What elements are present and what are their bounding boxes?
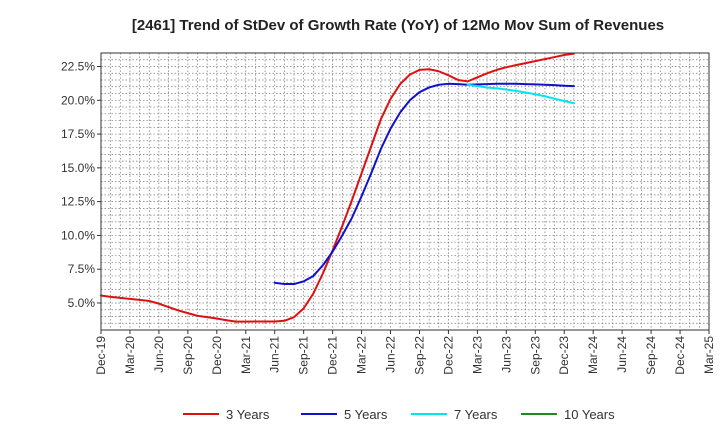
x-tick-label: Sep-22 <box>412 336 426 375</box>
y-tick-label: 12.5% <box>61 195 95 209</box>
legend-label: 5 Years <box>344 407 388 422</box>
series-line-3-years <box>100 52 575 323</box>
plot-frame <box>100 52 710 331</box>
x-tick-label: Sep-21 <box>297 336 311 375</box>
x-tick-label: Dec-23 <box>557 336 571 375</box>
legend-label: 7 Years <box>454 407 498 422</box>
legend-label: 10 Years <box>564 407 615 422</box>
x-tick-label: Jun-20 <box>152 336 166 373</box>
x-tick-label: Mar-20 <box>123 336 137 374</box>
y-tick-label: 15.0% <box>61 161 95 175</box>
series-lines <box>100 52 575 323</box>
x-tick-label: Sep-23 <box>528 336 542 375</box>
legend-label: 3 Years <box>226 407 270 422</box>
x-tick-label: Dec-19 <box>94 336 108 375</box>
x-tick-label: Sep-20 <box>181 336 195 375</box>
x-tick-label: Mar-23 <box>470 336 484 374</box>
x-tick-label: Mar-25 <box>702 336 716 374</box>
y-tick-label: 17.5% <box>61 127 95 141</box>
x-tick-label: Jun-22 <box>384 336 398 373</box>
y-axis: 5.0% 7.5% 10.0% 12.5% 15.0% 17.5% 20.0% 22.5% <box>61 60 101 310</box>
series-line-7-years <box>466 83 575 105</box>
plot-area <box>101 53 709 330</box>
x-tick-label: Dec-22 <box>441 336 455 375</box>
x-tick-label: Jun-23 <box>499 336 513 373</box>
x-tick-label: Dec-24 <box>673 336 687 375</box>
x-axis: Dec-19 Mar-20 Jun-20 Sep-20 Dec-20 Mar-21 Jun-… <box>94 330 716 375</box>
y-tick-label: 22.5% <box>61 60 95 74</box>
x-tick-label: Jun-21 <box>268 336 282 373</box>
x-tick-label: Jun-24 <box>615 336 629 373</box>
grid <box>101 53 709 330</box>
x-tick-label: Sep-24 <box>644 336 658 375</box>
x-tick-label: Dec-21 <box>326 336 340 375</box>
x-tick-label: Mar-22 <box>355 336 369 374</box>
y-tick-label: 5.0% <box>68 296 96 310</box>
chart-title: [2461] Trend of StDev of Growth Rate (Yo… <box>132 17 664 34</box>
legend: 3 Years 5 Years 7 Years 10 Years <box>183 407 615 422</box>
y-tick-label: 7.5% <box>68 262 96 276</box>
series-line-5-years <box>273 82 575 286</box>
x-tick-label: Mar-24 <box>586 336 600 374</box>
x-tick-label: Mar-21 <box>239 336 253 374</box>
y-tick-label: 20.0% <box>61 93 95 107</box>
y-tick-label: 10.0% <box>61 228 95 242</box>
x-tick-label: Dec-20 <box>210 336 224 375</box>
